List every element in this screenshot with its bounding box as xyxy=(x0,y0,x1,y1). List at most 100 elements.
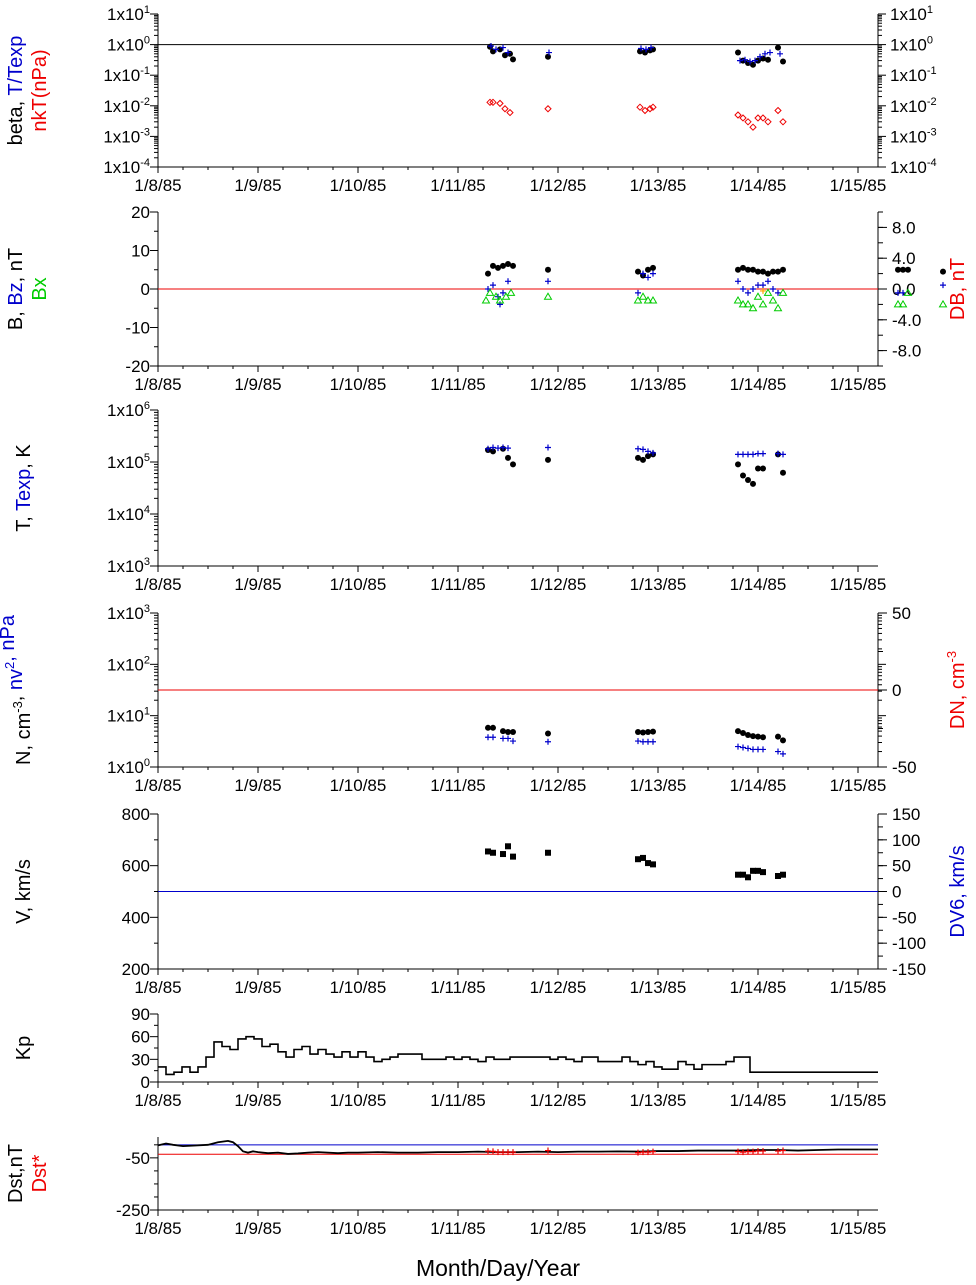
velocity-right-tick-label: 0 xyxy=(892,883,901,902)
density-right-tick-label: -50 xyxy=(892,758,917,777)
panel-kp: 1/8/85 1/9/85 1/10/85 1/11/85 1/12/85 1/13/85… xyxy=(13,1005,886,1110)
beta-point xyxy=(765,56,771,63)
kp-step-line xyxy=(158,1035,878,1076)
velocity-point xyxy=(745,874,751,881)
density-point xyxy=(755,733,761,740)
bfield-point xyxy=(485,270,491,277)
density-point xyxy=(775,748,781,755)
velocity-point xyxy=(740,871,746,878)
bfield-point xyxy=(740,264,746,271)
temp-point xyxy=(645,453,651,460)
beta-point xyxy=(506,108,514,117)
bfield-point xyxy=(898,299,908,308)
temp-x-tick-label: 1/10/85 xyxy=(330,575,387,594)
beta-point xyxy=(779,118,787,126)
bfield-right-tick-label: -4.0 xyxy=(892,311,921,330)
dst-point xyxy=(545,1147,551,1154)
bfield-point xyxy=(938,299,948,308)
density-point xyxy=(500,728,506,735)
temp-point xyxy=(645,448,651,455)
velocity-right-tick-label: 150 xyxy=(892,805,920,824)
temp-point xyxy=(635,445,641,452)
bfield-right-tick-label: -8.0 xyxy=(892,342,921,361)
temp-x-tick-label: 1/15/85 xyxy=(830,575,887,594)
bfield-ylabel: B, Bz, nT xyxy=(5,248,27,330)
density-right-tick-label: 0 xyxy=(892,681,901,700)
beta-point xyxy=(637,48,643,55)
beta-x-tick-label: 1/14/85 xyxy=(730,176,787,195)
bfield-point xyxy=(545,278,551,285)
temp-point xyxy=(780,451,786,458)
temp-point xyxy=(640,446,646,453)
temp-point xyxy=(640,456,646,463)
bfield-point xyxy=(750,266,756,273)
bfield-point xyxy=(768,296,778,304)
dst-y-tick-label: -50 xyxy=(125,1149,150,1168)
density-point xyxy=(545,738,551,745)
beta-x-tick-label: 1/8/85 xyxy=(134,176,181,195)
kp-y-tick-label: 30 xyxy=(131,1050,150,1069)
velocity-y-tick-label: 600 xyxy=(122,857,150,876)
velocity-point xyxy=(490,849,496,856)
velocity-x-tick-label: 1/8/85 xyxy=(134,978,181,997)
kp-x-tick-label: 1/9/85 xyxy=(234,1091,281,1110)
beta-x-tick-label: 1/9/85 xyxy=(234,176,281,195)
beta-right-tick-label: 1x100 xyxy=(890,35,933,55)
bfield-right-tick-label: 4.0 xyxy=(892,249,916,268)
temp-point xyxy=(735,461,741,468)
beta-right-tick-label: 1x10-2 xyxy=(890,96,937,116)
density-right-label: DN, cm-3 xyxy=(944,651,969,729)
bfield-x-tick-label: 1/13/85 xyxy=(630,375,687,394)
density-ylabel: N, cm-3, nv2, nPa xyxy=(0,614,35,765)
beta-point xyxy=(739,114,747,122)
bfield-point xyxy=(645,266,651,273)
bfield-x-tick-label: 1/12/85 xyxy=(530,375,587,394)
kp-y-tick-label: 60 xyxy=(131,1028,150,1047)
kp-y-tick-label: 0 xyxy=(141,1073,150,1092)
bfield-point xyxy=(760,287,766,294)
dst-point xyxy=(780,1147,786,1154)
beta-y-tick-label: 1x101 xyxy=(107,4,150,24)
bfield-point xyxy=(545,266,551,273)
temp-point xyxy=(780,469,786,476)
temp-point xyxy=(745,477,751,484)
bfield-point xyxy=(743,299,753,308)
beta-point xyxy=(757,53,763,60)
beta-y-tick-label: 1x10-4 xyxy=(103,157,150,177)
beta-point xyxy=(486,98,494,107)
beta-point xyxy=(737,57,743,64)
density-point xyxy=(490,724,496,731)
velocity-right-tick-label: -150 xyxy=(892,960,926,979)
bfield-point xyxy=(775,289,781,296)
bfield-point xyxy=(645,274,651,281)
bfield-y-tick-label: -20 xyxy=(125,357,150,376)
density-point xyxy=(510,738,516,745)
bfield-point xyxy=(635,289,641,296)
density-point xyxy=(505,735,511,742)
bfield-point xyxy=(490,262,496,269)
bfield-point xyxy=(543,292,553,300)
bfield-point xyxy=(497,301,503,308)
bfield-point xyxy=(491,292,501,300)
beta-point xyxy=(496,99,504,108)
bfield-point xyxy=(481,296,491,304)
beta-right-tick-label: 1x101 xyxy=(890,4,933,24)
beta-point xyxy=(493,46,499,53)
temp-point xyxy=(490,448,496,455)
density-point xyxy=(760,734,766,741)
velocity-x-tick-label: 1/14/85 xyxy=(730,978,787,997)
velocity-point xyxy=(645,860,651,867)
bfield-point xyxy=(773,303,783,312)
velocity-point xyxy=(500,851,506,858)
density-point xyxy=(745,745,751,752)
temp-point xyxy=(500,444,506,451)
velocity-right-tick-label: -50 xyxy=(892,908,917,927)
beta-point xyxy=(488,43,494,50)
density-x-tick-label: 1/13/85 xyxy=(630,776,687,795)
density-x-tick-label: 1/14/85 xyxy=(730,776,787,795)
panel-temp: 1/8/85 1/9/85 1/10/85 1/11/85 1/12/85 1/13/85… xyxy=(13,400,886,594)
density-y-tick-label: 1x100 xyxy=(107,757,150,777)
velocity-y-tick-label: 800 xyxy=(122,805,150,824)
density-point xyxy=(735,743,741,750)
